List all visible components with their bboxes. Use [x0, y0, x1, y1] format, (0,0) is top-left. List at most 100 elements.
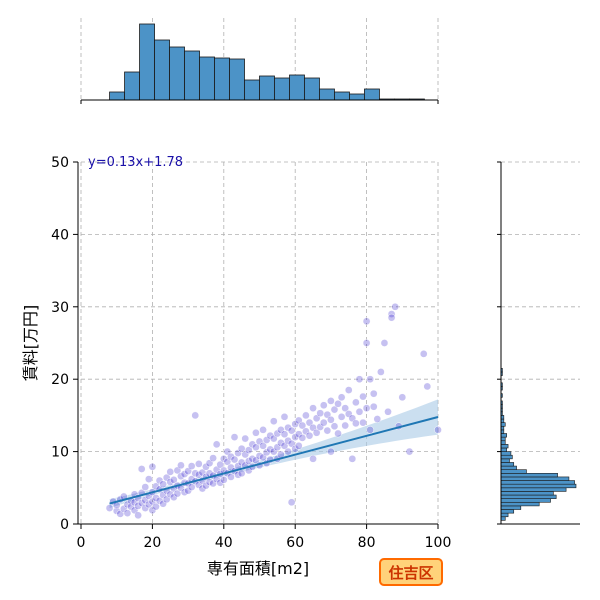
scatter-point: [387, 313, 396, 322]
x-tick-label: 40: [215, 535, 233, 551]
scatter-point: [362, 404, 371, 413]
scatter-point: [305, 431, 314, 440]
scatter-point: [244, 446, 253, 455]
x-hist-bar: [124, 71, 140, 101]
y-hist-bar: [500, 433, 507, 438]
x-tick-label: 60: [286, 535, 304, 551]
scatter-point: [323, 426, 332, 435]
regression-line-path: [109, 416, 439, 505]
y-hist-bar: [500, 465, 517, 470]
scatter-point: [259, 426, 267, 434]
regression-equation: y=0.13x+1.78: [88, 155, 183, 170]
scatter-point: [359, 392, 367, 401]
scatter-point: [380, 339, 389, 347]
scatter-point: [144, 475, 153, 483]
scatter-point: [352, 419, 360, 428]
scatter-point: [330, 405, 339, 414]
scatter-point: [352, 398, 360, 407]
scatter-point: [187, 483, 196, 491]
scatter-point: [362, 339, 371, 347]
x-hist-bar: [289, 74, 305, 101]
scatter-point: [194, 460, 203, 468]
scatter-point: [334, 429, 342, 438]
area-badge: 住吉区: [379, 558, 443, 586]
x-hist-bar: [319, 88, 335, 101]
scatter-point: [230, 455, 239, 464]
scatter-point: [209, 454, 217, 462]
scatter-point: [337, 393, 346, 402]
y-hist-bar: [500, 462, 515, 467]
scatter-point: [369, 389, 378, 398]
scatter-point: [419, 350, 428, 358]
scatter-point: [284, 447, 292, 456]
scatter-point: [405, 447, 414, 456]
x-tick-label: 80: [358, 535, 376, 551]
scatter-point: [330, 422, 339, 431]
scatter-point: [327, 447, 335, 456]
axes: [73, 99, 580, 529]
y-hist-bar: [500, 491, 554, 496]
scatter-point: [348, 454, 357, 463]
tick-labels: 0 20 40 60 80 100 0 10 20 30 40 50: [51, 155, 451, 551]
scatter-point: [319, 418, 328, 427]
y-axis-label: 賃料[万円]: [21, 305, 40, 382]
scatter-point: [341, 404, 350, 413]
scatter-point: [166, 468, 175, 476]
scatter-point: [309, 404, 317, 413]
scatter-point: [319, 401, 328, 410]
scatter-point: [359, 418, 367, 427]
x-hist-bar: [169, 46, 185, 101]
scatter-point: [302, 411, 310, 420]
scatter-point: [216, 460, 225, 469]
scatter-point: [212, 440, 221, 449]
y-hist-bar: [500, 436, 506, 442]
y-tick-label: 30: [51, 300, 69, 316]
svg-text:住吉区: 住吉区: [388, 564, 433, 582]
x-hist-bar: [349, 93, 365, 101]
y-hist-bar: [500, 512, 509, 518]
x-hist-bar: [109, 91, 125, 101]
scatter-point: [366, 426, 375, 434]
scatter-point: [134, 511, 142, 520]
scatter-point: [355, 375, 364, 384]
scatter-point: [241, 434, 250, 443]
y-hist-bar: [500, 447, 507, 452]
scatter-point: [259, 441, 267, 450]
y-hist-bar: [500, 483, 577, 489]
x-hist-bar: [214, 57, 230, 101]
y-hist-bar: [500, 451, 512, 456]
scatter-point: [187, 462, 196, 470]
y-hist-bar: [500, 516, 506, 521]
scatter-point: [373, 415, 382, 423]
scatter-point: [327, 397, 335, 405]
scatter-point: [327, 415, 335, 424]
y-hist-bar: [500, 469, 527, 474]
y-tick-label: 20: [51, 372, 69, 388]
scatter-points: [105, 302, 442, 520]
y-hist-bar: [500, 494, 557, 499]
scatter-point: [369, 402, 378, 411]
y-hist-bar: [500, 454, 513, 460]
x-tick-label: 100: [425, 535, 452, 551]
y-hist-bar: [500, 501, 540, 507]
scatter-point: [280, 412, 289, 421]
scatter-point: [137, 465, 146, 473]
scatter-point: [384, 407, 392, 416]
y-tick-label: 10: [51, 445, 69, 461]
y-hist-bar: [500, 444, 509, 449]
x-hist-bar: [244, 79, 260, 101]
scatter-point: [148, 462, 157, 471]
scatter-point: [191, 411, 200, 420]
scatter-point: [280, 430, 289, 439]
x-hist-bar: [274, 77, 290, 101]
scatter-point: [141, 483, 150, 491]
scatter-point: [337, 412, 346, 421]
x-axis-label: 専有面積[m2]: [207, 559, 309, 578]
scatter-point: [105, 504, 114, 512]
x-hist-bar: [304, 77, 320, 101]
scatter-point: [298, 433, 307, 442]
scatter-point: [341, 421, 350, 430]
scatter-point: [434, 426, 442, 434]
scatter-point: [219, 475, 228, 484]
scatter-point: [294, 441, 303, 450]
